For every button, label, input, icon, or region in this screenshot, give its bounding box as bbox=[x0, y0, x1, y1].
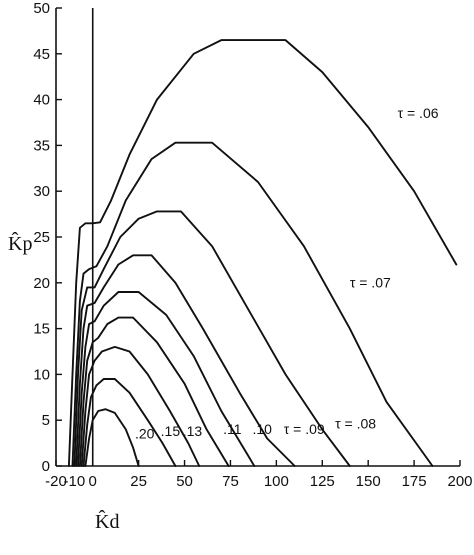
x-axis-label: K̂d bbox=[95, 509, 119, 533]
curve-annotation: .11 bbox=[223, 421, 242, 437]
y-tick-label: 25 bbox=[33, 229, 50, 246]
x-tick-label: 175 bbox=[402, 473, 427, 490]
x-tick-label: 150 bbox=[356, 473, 381, 490]
x-ticks: -20-10 0 25 50 75 100 125 150 175 200 bbox=[45, 460, 473, 490]
y-tick-label: 40 bbox=[33, 92, 50, 109]
x-axis-title: K̂d bbox=[95, 509, 119, 533]
series-line bbox=[84, 408, 140, 467]
curve-annotation: .20 bbox=[135, 426, 155, 442]
y-tick-label: 0 bbox=[42, 458, 50, 475]
series-line bbox=[77, 291, 256, 467]
x-tick-label: 125 bbox=[310, 473, 335, 490]
y-tick-label: 10 bbox=[33, 366, 50, 383]
annotations: τ = .06 τ = .07 τ = .08 τ = .09 .10 .11 .13.15… bbox=[135, 105, 439, 442]
series-line bbox=[75, 254, 296, 467]
curve-annotation: τ = .08 bbox=[335, 415, 376, 431]
y-tick-label: 50 bbox=[33, 0, 50, 17]
curves bbox=[67, 39, 458, 467]
y-tick-label: 15 bbox=[33, 321, 50, 338]
y-tick-label: 45 bbox=[33, 46, 50, 63]
curve-annotation: τ = .07 bbox=[350, 274, 391, 290]
curve-annotation: τ = .06 bbox=[398, 105, 439, 121]
y-tick-label: 5 bbox=[42, 412, 50, 429]
series-line bbox=[71, 141, 434, 467]
y-tick-label: 35 bbox=[33, 137, 50, 154]
curve-annotation: τ = .09 bbox=[284, 421, 325, 437]
series-line bbox=[78, 316, 230, 467]
x-tick-label: 50 bbox=[176, 473, 193, 490]
x-tick-label: -10 bbox=[64, 473, 86, 490]
series-line bbox=[67, 39, 458, 467]
x-tick-label: 200 bbox=[447, 473, 472, 490]
x-tick-label: 0 bbox=[89, 473, 97, 490]
x-tick-label: -20 bbox=[45, 473, 67, 490]
series-line bbox=[73, 210, 351, 467]
curve-annotation: .15 bbox=[161, 423, 181, 439]
curve-annotation: .10 bbox=[252, 421, 272, 437]
y-axis-title: K̂p bbox=[8, 231, 32, 255]
y-ticks: 0 5 10 15 20 25 30 35 40 45 50 bbox=[33, 0, 62, 475]
y-tick-label: 30 bbox=[33, 183, 50, 200]
x-tick-label: 100 bbox=[264, 473, 289, 490]
curve-annotation: .13 bbox=[183, 423, 203, 439]
series-line bbox=[80, 345, 201, 467]
y-axis-label: K̂p bbox=[8, 231, 32, 255]
y-tick-label: 20 bbox=[33, 275, 50, 292]
series-line bbox=[82, 378, 177, 467]
x-tick-label: 75 bbox=[222, 473, 239, 490]
x-tick-label: 25 bbox=[130, 473, 147, 490]
